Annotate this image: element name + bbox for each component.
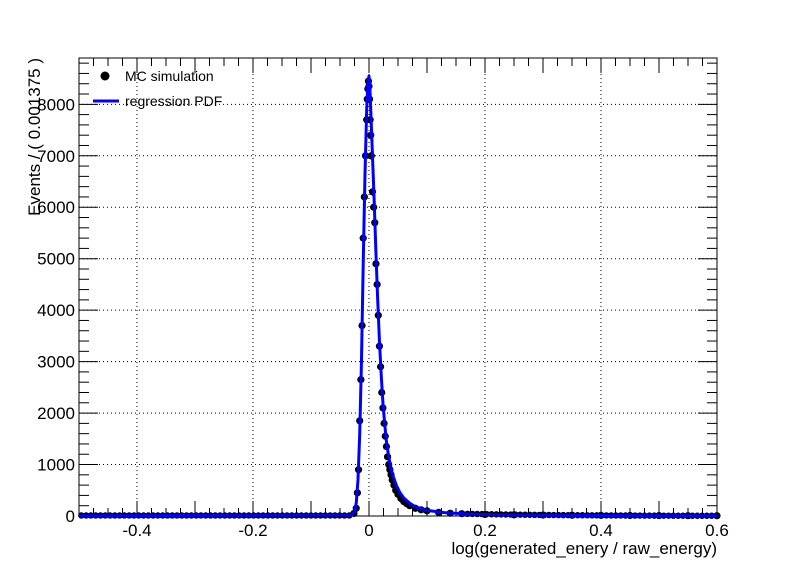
y-tick-label: 0 [66, 507, 75, 526]
y-tick-label: 1000 [37, 456, 75, 475]
y-axis-title: Events / ( 0.001375 ) [25, 58, 44, 216]
y-tick-label: 3000 [37, 353, 75, 372]
legend: MC simulation regression PDF [93, 68, 222, 109]
axis-ticks [78, 58, 718, 517]
y-tick-label: 4000 [37, 301, 75, 320]
x-tick-label: -0.2 [238, 521, 267, 540]
plot-frame [78, 57, 718, 517]
x-axis-title: log(generated_enery / raw_energy) [451, 539, 717, 558]
y-tick-label: 7000 [37, 147, 75, 166]
regression-pdf-line [78, 74, 718, 518]
legend-marker-mc [100, 71, 110, 81]
legend-label-pdf: regression PDF [125, 93, 222, 109]
series-layer [78, 74, 721, 520]
x-tick-label: 0.6 [705, 521, 729, 540]
x-tick-label: -0.4 [122, 521, 151, 540]
x-tick-label: 0.2 [473, 521, 497, 540]
tick-labels: -0.4 -0.2 0 0.2 0.4 0.6 0 1000 2000 3000 4000 5000 6… [37, 95, 729, 540]
legend-label-mc: MC simulation [125, 68, 214, 84]
x-tick-label: 0.4 [589, 521, 613, 540]
y-tick-label: 2000 [37, 404, 75, 423]
mc-points [350, 76, 721, 520]
grid [79, 58, 717, 516]
y-tick-label: 8000 [37, 95, 75, 114]
y-tick-label: 6000 [37, 198, 75, 217]
y-tick-label: 5000 [37, 250, 75, 269]
x-tick-label: 0 [364, 521, 373, 540]
